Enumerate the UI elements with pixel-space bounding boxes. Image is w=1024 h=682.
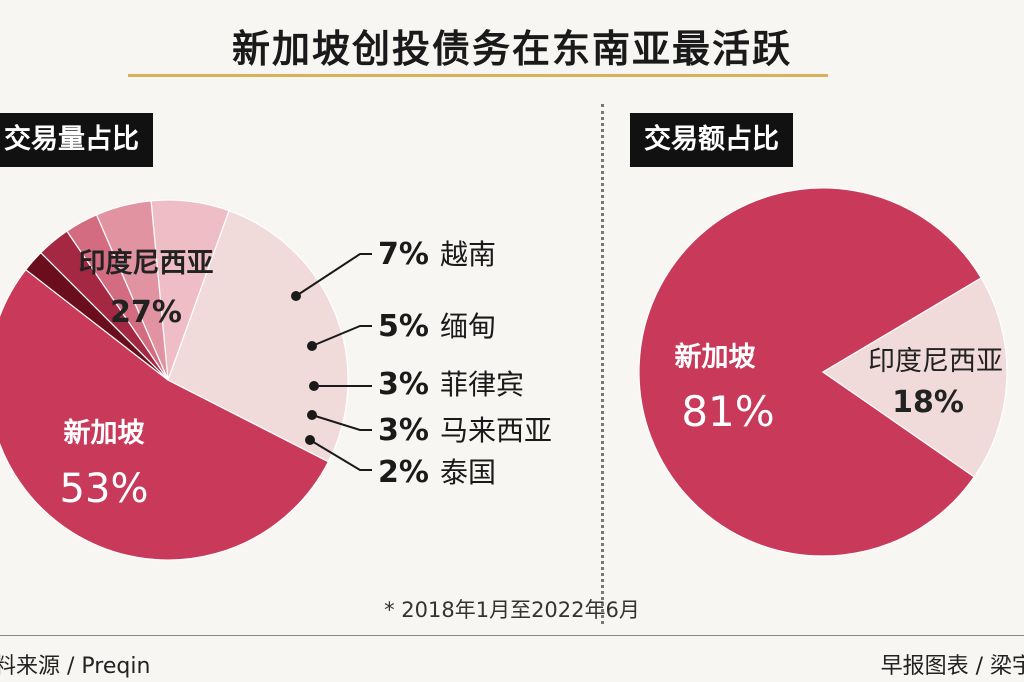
volume-label-singapore: 新加坡 [64, 417, 145, 449]
callout-label-thailand: 泰国 [440, 456, 496, 489]
callout-line-vietnam [295, 253, 372, 297]
callout-label-vietnam: 越南 [440, 238, 496, 271]
callout-label-malaysia: 马来西亚 [440, 414, 552, 447]
callout-value-myanmar: 5% [378, 309, 429, 344]
value-share-label: 交易额占比 [630, 113, 793, 167]
chart-title: 新加坡创投债务在东南亚最活跃 [231, 27, 792, 71]
callout-value-philippines: 3% [378, 367, 429, 402]
callout-value-thailand: 2% [378, 455, 429, 490]
volume-value-indonesia: 27% [110, 295, 182, 330]
footnote: * 2018年1月至2022年6月 [384, 598, 640, 622]
value-label-indonesia: 印度尼西亚 [868, 346, 1003, 377]
callout-value-vietnam: 7% [378, 237, 429, 272]
volume-slice-thailand [24, 251, 169, 381]
chart-credit: 早报图表 / 梁宇 [880, 654, 1024, 679]
volume-slice-singapore [0, 268, 330, 561]
callout-value-malaysia: 3% [378, 413, 429, 448]
volume-label-indonesia: 印度尼西亚 [79, 247, 214, 279]
callout-label-myanmar: 缅甸 [440, 310, 496, 343]
section-divider [601, 104, 604, 624]
value-value-singapore: 81% [681, 387, 774, 436]
bottom-rule [0, 635, 1024, 636]
volume-share-label: 交易量占比 [0, 113, 153, 167]
volume-value-singapore: 53% [60, 466, 149, 512]
value-label-singapore: 新加坡 [675, 341, 756, 373]
value-value-indonesia: 18% [892, 385, 964, 420]
callout-line-malaysia [311, 414, 372, 431]
source-note: 料来源 / Preqin [0, 654, 151, 679]
value-slice-singapore [638, 187, 982, 557]
callout-line-myanmar [311, 325, 372, 347]
value-slice-indonesia [821, 277, 1008, 478]
callout-label-philippines: 菲律宾 [440, 368, 524, 401]
callout-line-thailand [309, 439, 372, 471]
volume-slice-indonesia [167, 209, 349, 463]
title-underline [128, 74, 828, 77]
